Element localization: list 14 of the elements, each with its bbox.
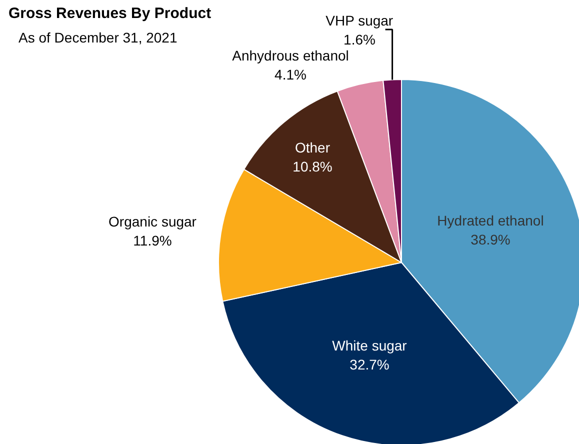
slice-label: Organic sugar	[108, 214, 197, 230]
slice-label: Hydrated ethanol	[437, 212, 544, 228]
slice-label: VHP sugar	[326, 12, 394, 28]
data-label: 11.9%	[133, 232, 172, 248]
text: As of December 31, 2021	[18, 30, 178, 46]
data-label: 32.7%	[350, 356, 390, 372]
slice-label: White sugar	[332, 338, 408, 354]
data-label: 1.6%	[344, 32, 376, 48]
slice-label: Anhydrous ethanol	[232, 48, 349, 64]
data-label: 38.9%	[470, 232, 510, 248]
data-label: 10.8%	[292, 158, 332, 174]
chart-title: Gross Revenues By Product	[8, 5, 212, 22]
data-label: 4.1%	[274, 66, 306, 82]
slice-label: Other	[294, 140, 330, 156]
